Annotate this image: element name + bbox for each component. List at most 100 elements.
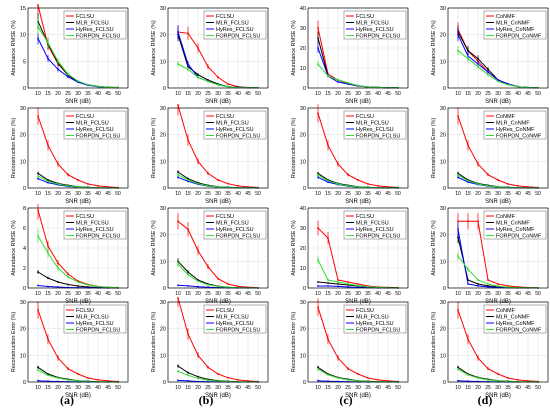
data-point [337, 183, 339, 185]
x-axis-label: SNR (dB) [205, 99, 231, 105]
data-point [487, 378, 489, 381]
legend-box [203, 210, 267, 240]
x-tick-label: 35 [85, 291, 91, 297]
x-tick-label: 10 [315, 291, 321, 297]
data-point [477, 284, 479, 287]
x-tick-label: 50 [395, 91, 401, 97]
data-point [367, 183, 369, 185]
axes-box [167, 207, 269, 289]
y-tick-label: 0 [23, 380, 26, 386]
x-tick-label: 10 [35, 191, 41, 197]
x-tick-label: 15 [185, 91, 191, 97]
data-point [227, 85, 229, 88]
y-axis-label: Reconstruction Error (%) [151, 312, 157, 373]
chart-panel-r1c4: 0 10 20 30 10 15 20 25 30 35 40 45 50 SNR (dB) Abundan… [431, 6, 549, 105]
y-tick-label: 30 [20, 300, 26, 306]
x-tick-label: 15 [185, 291, 191, 297]
y-axis-label: Reconstruction Error (%) [431, 118, 437, 179]
y-tick-label: 0 [443, 286, 446, 292]
data-point [467, 338, 469, 341]
data-point [177, 365, 179, 367]
data-point [317, 172, 319, 175]
data-point [487, 279, 489, 281]
x-tick-label: 25 [65, 291, 71, 297]
y-tick-label: 0 [303, 286, 306, 292]
data-point [207, 379, 209, 382]
y-axis-label: Abundance RMSE (%) [431, 20, 437, 75]
data-point [187, 371, 189, 374]
data-point [487, 286, 489, 288]
x-tick-label: 10 [455, 91, 461, 97]
data-point [317, 37, 319, 39]
x-tick-label: 10 [455, 291, 461, 297]
data-point [487, 367, 489, 370]
x-tick-label: 15 [45, 385, 51, 391]
x-tick-label: 40 [515, 91, 521, 97]
y-axis-label: Abundance RMSE (%) [431, 220, 437, 275]
column-label-a: (a) [60, 393, 74, 407]
data-point [337, 279, 339, 281]
x-tick-label: 30 [75, 91, 81, 97]
y-tick-label: 20 [20, 327, 26, 333]
data-point [487, 184, 489, 187]
data-point [37, 271, 39, 273]
chart-panel-r4c4: 0 10 20 30 10 15 20 25 30 35 40 45 50 SNR (dB) Reconst… [431, 300, 549, 399]
data-point [337, 79, 339, 81]
x-tick-label: 10 [315, 91, 321, 97]
y-tick-label: 10 [300, 159, 306, 165]
data-point [457, 33, 459, 36]
data-point [377, 378, 379, 381]
x-axis-label: SNR (dB) [345, 199, 371, 205]
data-point [227, 283, 229, 285]
data-point [77, 186, 79, 188]
chart-panel-r2c2: 0 10 20 30 10 15 20 25 30 35 40 45 50 SNR (dB) Reconst… [151, 104, 269, 205]
y-tick-label: 20 [440, 133, 446, 139]
data-point [367, 285, 369, 288]
x-tick-label: 35 [365, 91, 371, 97]
x-tick-label: 35 [225, 385, 231, 391]
data-point [227, 83, 229, 85]
x-tick-label: 20 [335, 91, 341, 97]
x-axis-label: SNR (dB) [345, 99, 371, 105]
y-tick-label: 10 [20, 33, 26, 39]
x-tick-label: 40 [375, 385, 381, 391]
legend-label: HyRes_FCLSU [216, 227, 254, 233]
data-point [467, 283, 469, 285]
x-tick-label: 20 [195, 91, 201, 97]
data-point [347, 173, 349, 176]
data-point [317, 285, 319, 287]
y-tick-label: 30 [160, 106, 166, 112]
x-tick-label: 30 [495, 385, 501, 391]
x-tick-label: 50 [535, 191, 541, 197]
data-point [187, 63, 189, 65]
data-point [317, 368, 319, 371]
legend-label: FORPDN_FCLSU [76, 134, 120, 140]
x-tick-label: 15 [465, 91, 471, 97]
y-tick-label: 10 [300, 66, 306, 72]
y-tick-label: 30 [300, 26, 306, 32]
data-point [67, 283, 69, 286]
data-point [47, 245, 49, 247]
data-point [67, 73, 69, 76]
data-point [37, 175, 39, 177]
data-point [497, 373, 499, 375]
y-tick-label: 20 [300, 327, 306, 333]
legend-box [63, 10, 127, 40]
y-tick-label: 20 [440, 33, 446, 39]
x-axis-label: SNR (dB) [65, 393, 91, 399]
x-tick-label: 35 [505, 191, 511, 197]
y-tick-label: 0 [303, 186, 306, 192]
legend-label: HyRes_FCLSU [356, 321, 394, 327]
x-tick-label: 35 [85, 191, 91, 197]
y-tick-label: 8 [23, 206, 26, 212]
data-point [317, 366, 319, 369]
data-point [47, 144, 49, 147]
x-tick-label: 20 [195, 291, 201, 297]
x-tick-label: 40 [515, 291, 521, 297]
data-point [77, 281, 79, 283]
data-point [217, 277, 219, 280]
data-point [457, 220, 459, 223]
data-point [37, 235, 39, 237]
